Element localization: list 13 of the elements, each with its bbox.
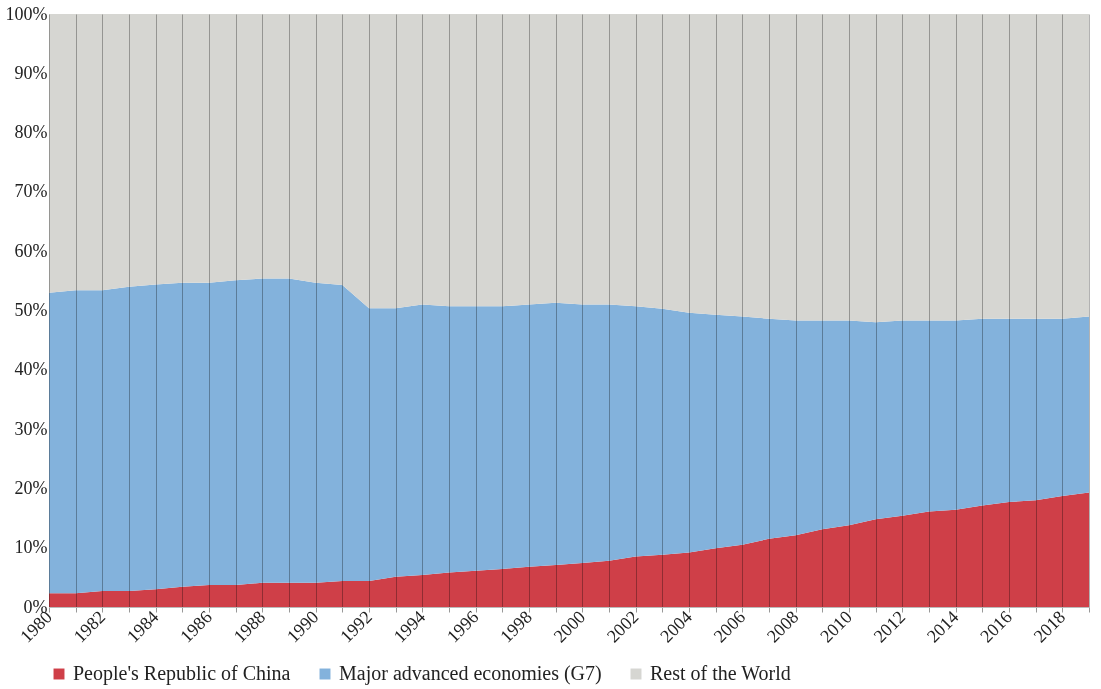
legend-label: People's Republic of China — [73, 662, 291, 685]
y-tick-label: 60% — [14, 240, 48, 261]
legend-label: Rest of the World — [650, 662, 791, 684]
y-tick-label: 50% — [14, 300, 48, 320]
legend-label: Major advanced economies (G7) — [339, 662, 602, 685]
y-tick-label: 20% — [14, 477, 48, 498]
y-tick-label: 80% — [14, 122, 48, 143]
y-tick-label: 70% — [14, 181, 48, 202]
y-tick-label: 90% — [14, 62, 48, 83]
y-tick-label: 10% — [14, 537, 48, 558]
y-tick-label: 100% — [5, 3, 48, 24]
y-tick-label: 40% — [14, 359, 48, 380]
y-tick-label: 30% — [14, 418, 48, 439]
